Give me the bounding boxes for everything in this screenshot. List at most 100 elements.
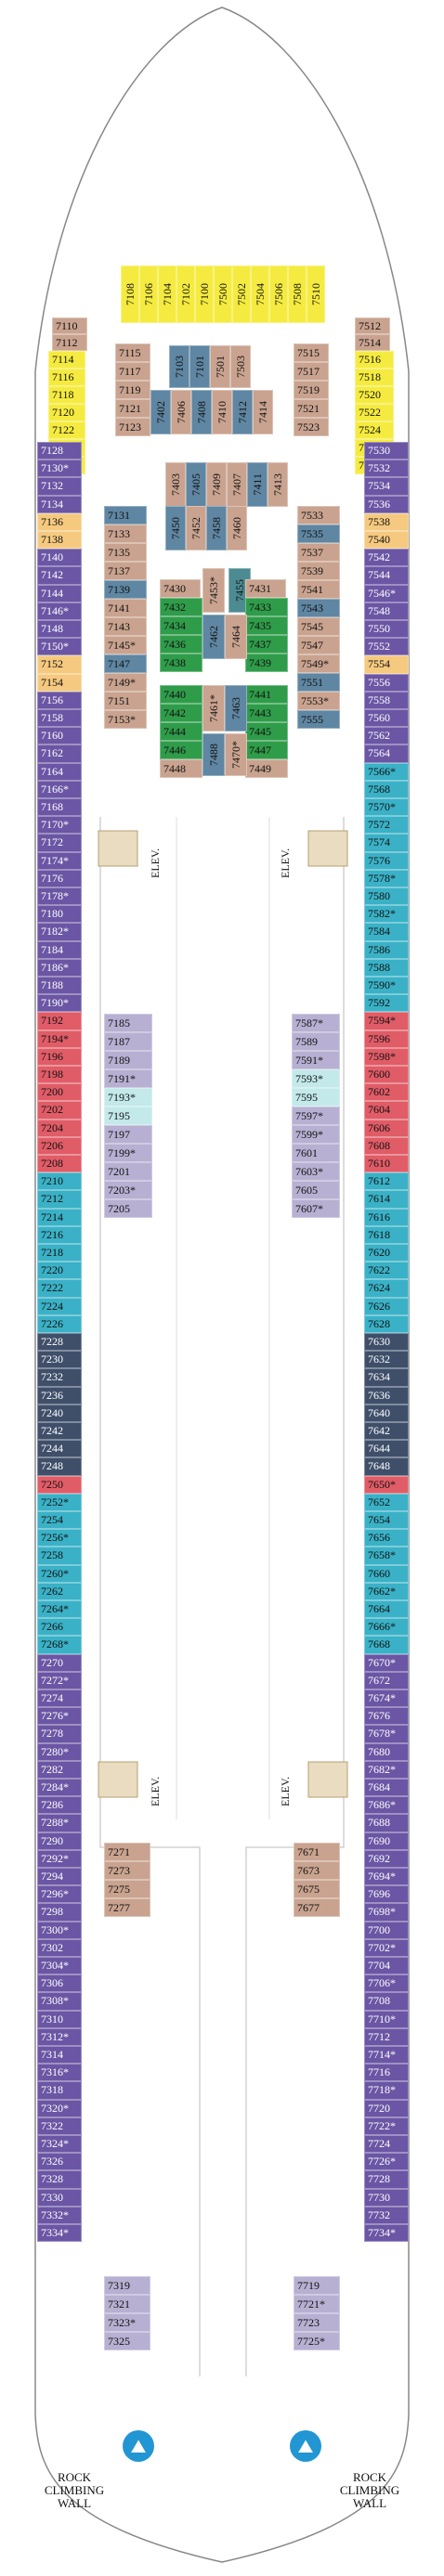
cabin-7402[interactable]: 7402	[150, 390, 171, 434]
cabin-7270[interactable]: 7270	[37, 1653, 82, 1672]
cabin-7462[interactable]: 7462	[202, 615, 225, 659]
cabin-7187[interactable]: 7187	[104, 1032, 152, 1051]
cabin-7135[interactable]: 7135	[104, 543, 147, 562]
cabin-7180[interactable]: 7180	[37, 905, 82, 924]
cabin-7178[interactable]: 7178*	[37, 887, 82, 906]
cabin-7194[interactable]: 7194*	[37, 1029, 82, 1048]
cabin-7137[interactable]: 7137	[104, 562, 147, 580]
cabin-7552[interactable]: 7552	[364, 638, 409, 656]
cabin-7574[interactable]: 7574	[364, 834, 409, 852]
cabin-7149[interactable]: 7149*	[104, 673, 147, 692]
cabin-7716[interactable]: 7716	[364, 2064, 409, 2082]
cabin-7726[interactable]: 7726*	[364, 2153, 409, 2171]
cabin-7673[interactable]: 7673	[294, 1861, 340, 1880]
cabin-7502[interactable]: 7502	[232, 265, 251, 323]
cabin-7268[interactable]: 7268*	[37, 1636, 82, 1654]
cabin-7664[interactable]: 7664	[364, 1600, 409, 1619]
cabin-7519[interactable]: 7519	[294, 381, 329, 399]
cabin-7222[interactable]: 7222	[37, 1279, 82, 1298]
cabin-7154[interactable]: 7154	[37, 673, 82, 692]
cabin-7542[interactable]: 7542	[364, 549, 409, 567]
cabin-7250[interactable]: 7250	[37, 1475, 82, 1494]
cabin-7684[interactable]: 7684	[364, 1779, 409, 1797]
cabin-7140[interactable]: 7140	[37, 549, 82, 567]
cabin-7535[interactable]: 7535	[297, 524, 340, 543]
cabin-7607[interactable]: 7607*	[292, 1199, 340, 1218]
cabin-7562[interactable]: 7562	[364, 727, 409, 745]
cabin-7447[interactable]: 7447	[245, 741, 288, 759]
cabin-7688[interactable]: 7688	[364, 1814, 409, 1832]
cabin-7596[interactable]: 7596	[364, 1029, 409, 1048]
cabin-7160[interactable]: 7160	[37, 727, 82, 745]
cabin-7147[interactable]: 7147	[104, 654, 147, 673]
cabin-7130[interactable]: 7130*	[37, 460, 82, 478]
cabin-7406[interactable]: 7406	[171, 390, 191, 434]
cabin-7544[interactable]: 7544	[364, 566, 409, 585]
cabin-7296[interactable]: 7296*	[37, 1885, 82, 1904]
cabin-7411[interactable]: 7411	[247, 462, 268, 507]
cabin-7582[interactable]: 7582*	[364, 905, 409, 924]
cabin-7102[interactable]: 7102	[176, 265, 195, 323]
cabin-7197[interactable]: 7197	[104, 1125, 152, 1144]
cabin-7162[interactable]: 7162	[37, 744, 82, 763]
cabin-7564[interactable]: 7564	[364, 744, 409, 763]
cabin-7560[interactable]: 7560	[364, 709, 409, 728]
cabin-7551[interactable]: 7551	[297, 673, 340, 692]
cabin-7439[interactable]: 7439	[245, 654, 288, 672]
cabin-7256[interactable]: 7256*	[37, 1529, 82, 1547]
cabin-7210[interactable]: 7210	[37, 1172, 82, 1191]
cabin-7114[interactable]: 7114	[48, 351, 85, 369]
cabin-7414[interactable]: 7414	[253, 390, 273, 434]
cabin-7656[interactable]: 7656	[364, 1529, 409, 1547]
cabin-7441[interactable]: 7441	[245, 685, 288, 704]
cabin-7523[interactable]: 7523	[294, 418, 329, 436]
cabin-7199[interactable]: 7199*	[104, 1144, 152, 1162]
cabin-7533[interactable]: 7533	[297, 506, 340, 524]
cabin-7116[interactable]: 7116	[48, 369, 85, 386]
cabin-7517[interactable]: 7517	[294, 362, 329, 381]
cabin-7734[interactable]: 7734*	[364, 2224, 409, 2243]
cabin-7660[interactable]: 7660	[364, 1564, 409, 1583]
cabin-7723[interactable]: 7723	[294, 2313, 340, 2332]
cabin-7108[interactable]: 7108	[121, 265, 139, 323]
cabin-7600[interactable]: 7600	[364, 1066, 409, 1084]
cabin-7608[interactable]: 7608	[364, 1136, 409, 1155]
cabin-7626[interactable]: 7626	[364, 1297, 409, 1315]
cabin-7537[interactable]: 7537	[297, 543, 340, 562]
cabin-7314[interactable]: 7314	[37, 2046, 82, 2065]
cabin-7117[interactable]: 7117	[115, 362, 150, 381]
cabin-7506[interactable]: 7506	[269, 265, 288, 323]
cabin-7674[interactable]: 7674*	[364, 1689, 409, 1708]
cabin-7158[interactable]: 7158	[37, 709, 82, 728]
cabin-7546[interactable]: 7546*	[364, 584, 409, 602]
cabin-7708[interactable]: 7708	[364, 1992, 409, 2011]
cabin-7132[interactable]: 7132	[37, 477, 82, 496]
cabin-7592[interactable]: 7592	[364, 994, 409, 1013]
cabin-7603[interactable]: 7603*	[292, 1162, 340, 1181]
cabin-7686[interactable]: 7686*	[364, 1796, 409, 1815]
cabin-7604[interactable]: 7604	[364, 1101, 409, 1120]
cabin-7634[interactable]: 7634	[364, 1368, 409, 1387]
cabin-7650[interactable]: 7650*	[364, 1475, 409, 1494]
cabin-7690[interactable]: 7690	[364, 1832, 409, 1850]
cabin-7586[interactable]: 7586	[364, 940, 409, 959]
cabin-7191[interactable]: 7191*	[104, 1069, 152, 1088]
cabin-7460[interactable]: 7460	[227, 506, 247, 550]
cabin-7725[interactable]: 7725*	[294, 2332, 340, 2350]
cabin-7672[interactable]: 7672	[364, 1671, 409, 1689]
cabin-7254[interactable]: 7254	[37, 1511, 82, 1530]
cabin-7236[interactable]: 7236	[37, 1386, 82, 1405]
cabin-7555[interactable]: 7555	[297, 710, 340, 729]
cabin-7110[interactable]: 7110	[52, 317, 87, 334]
cabin-7593[interactable]: 7593*	[292, 1069, 340, 1088]
cabin-7282[interactable]: 7282	[37, 1760, 82, 1779]
cabin-7193[interactable]: 7193*	[104, 1088, 152, 1107]
cabin-7698[interactable]: 7698*	[364, 1903, 409, 1922]
cabin-7195[interactable]: 7195	[104, 1107, 152, 1125]
cabin-7144[interactable]: 7144	[37, 584, 82, 602]
cabin-7558[interactable]: 7558	[364, 691, 409, 709]
cabin-7198[interactable]: 7198	[37, 1066, 82, 1084]
cabin-7319[interactable]: 7319	[104, 2276, 150, 2295]
cabin-7453[interactable]: 7453*	[202, 568, 225, 613]
cabin-7644[interactable]: 7644	[364, 1440, 409, 1458]
